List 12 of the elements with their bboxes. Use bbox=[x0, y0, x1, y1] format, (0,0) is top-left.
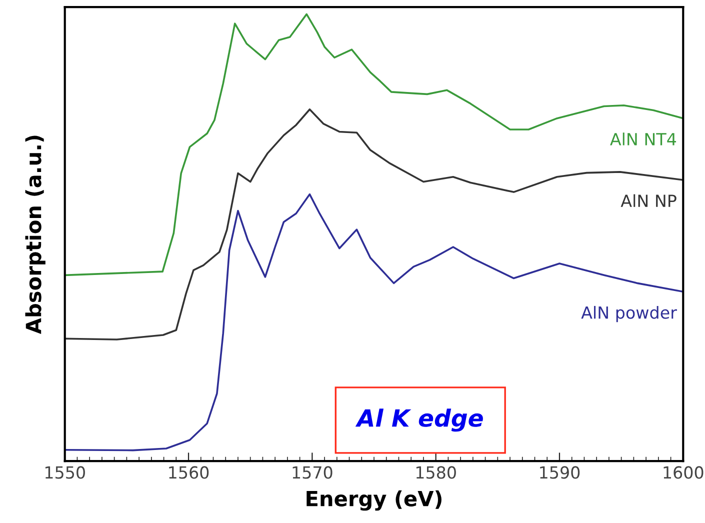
x-tick-label: 1550 bbox=[45, 466, 85, 479]
series-label: AlN NT4 bbox=[610, 132, 676, 146]
x-axis-title: Energy (eV) bbox=[306, 490, 442, 511]
x-tick-label: 1590 bbox=[540, 466, 580, 479]
y-axis-title: Absorption (a.u.) bbox=[25, 136, 46, 334]
x-tick-label: 1580 bbox=[416, 466, 456, 479]
series-label: AlN NP bbox=[620, 194, 676, 207]
x-tick-label: 1600 bbox=[664, 466, 704, 479]
annotation: Al K edge bbox=[355, 408, 483, 432]
x-tick-label: 1560 bbox=[169, 466, 209, 479]
x-tick-label: 1570 bbox=[292, 466, 332, 479]
series-label: AlN powder bbox=[581, 306, 677, 322]
